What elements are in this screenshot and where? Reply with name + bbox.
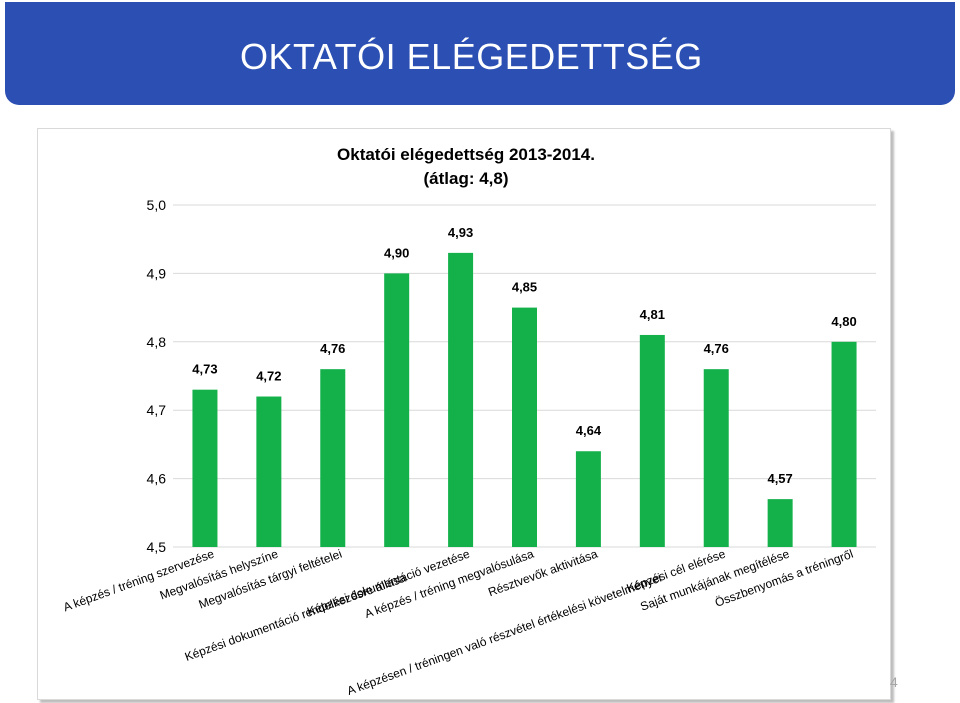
chart-subtitle: (átlag: 4,8) <box>423 169 508 188</box>
data-label: 4,93 <box>448 225 473 240</box>
bar <box>320 369 346 547</box>
title-banner: OKTATÓI ELÉGEDETTSÉG <box>5 2 955 105</box>
y-tick-label: 4,5 <box>147 539 167 555</box>
x-tick-label: Résztvevők aktivitása <box>486 547 600 600</box>
data-labels: 4,73 4,72 4,76 4,90 4,93 4,85 4,64 4,81 4,76 4,57… <box>192 225 856 486</box>
data-label: 4,90 <box>384 245 409 260</box>
bar <box>448 252 474 547</box>
data-label: 4,73 <box>192 362 217 377</box>
bar <box>192 389 218 547</box>
y-tick-label: 4,9 <box>147 265 167 281</box>
y-tick-label: 4,6 <box>147 471 167 487</box>
bar <box>384 273 410 547</box>
page-number: 4 <box>890 674 898 690</box>
data-label: 4,64 <box>576 423 602 438</box>
data-label: 4,80 <box>831 314 856 329</box>
bar <box>831 341 857 547</box>
y-axis: 5,0 4,9 4,8 4,7 4,6 4,5 <box>147 197 167 555</box>
chart-frame: Oktatói elégedettség 2013-2014. (átlag: … <box>37 128 891 700</box>
data-label: 4,81 <box>640 307 665 322</box>
bar <box>767 499 793 547</box>
bar <box>256 396 282 547</box>
y-tick-label: 5,0 <box>147 197 167 213</box>
bars <box>192 252 857 547</box>
y-tick-label: 4,7 <box>147 402 167 418</box>
bar <box>575 451 601 547</box>
slide-title: OKTATÓI ELÉGEDETTSÉG <box>240 36 703 77</box>
x-axis-labels: A képzés / tréning szervezéseMegvalósítá… <box>61 547 855 698</box>
data-label: 4,76 <box>704 341 729 356</box>
bar <box>639 334 665 547</box>
y-tick-label: 4,8 <box>147 334 167 350</box>
data-label: 4,85 <box>512 280 537 295</box>
chart-title: Oktatói elégedettség 2013-2014. <box>337 145 595 164</box>
data-label: 4,76 <box>320 341 345 356</box>
bar <box>512 307 537 547</box>
bar-chart: Oktatói elégedettség 2013-2014. (átlag: … <box>61 145 876 698</box>
bar <box>703 369 729 547</box>
data-label: 4,57 <box>767 471 792 486</box>
data-label: 4,72 <box>256 369 281 384</box>
